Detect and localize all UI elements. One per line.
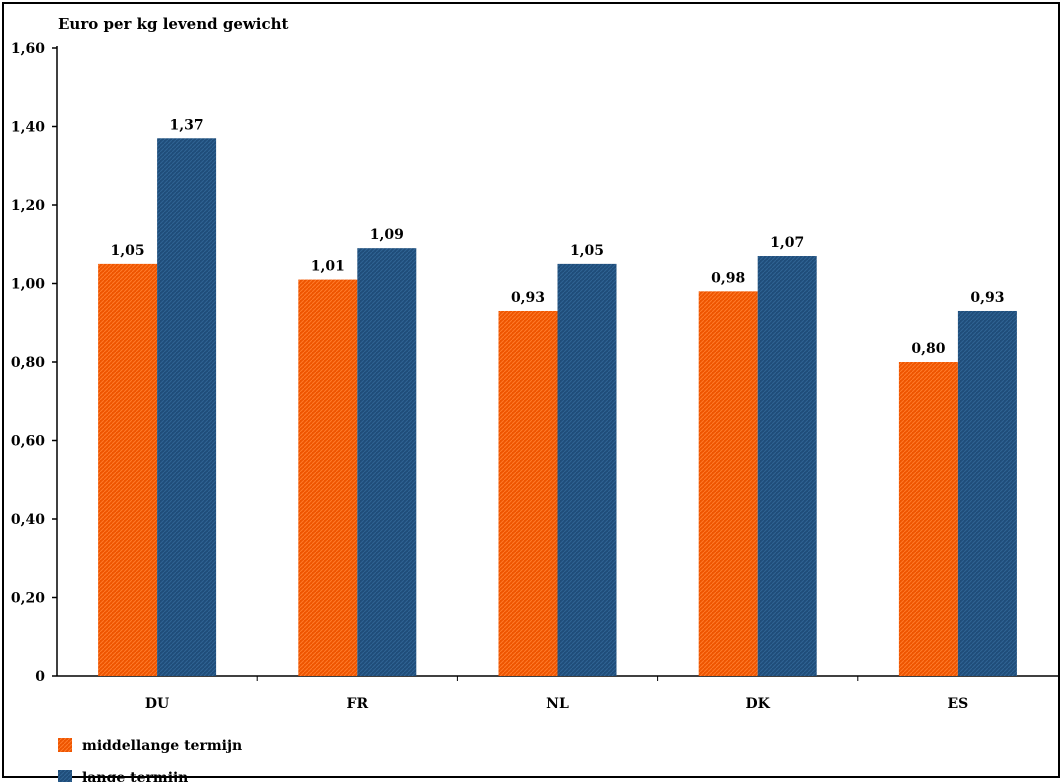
bar-fr-0	[298, 279, 358, 676]
y-tick-label: 1,40	[11, 120, 45, 136]
y-tick-label: 0,60	[11, 434, 45, 450]
x-tick-label: DK	[746, 696, 771, 712]
bar-dk-0	[698, 291, 758, 676]
data-label: 0,80	[911, 341, 945, 357]
x-tick-label: DU	[145, 696, 169, 712]
legend: middellange termijn lange termijn	[58, 738, 242, 782]
data-label: 1,05	[570, 243, 604, 259]
data-label: 1,05	[111, 243, 145, 259]
data-label: 0,93	[970, 290, 1004, 306]
y-tick-label: 1,60	[11, 41, 45, 57]
y-tick-label: 0,80	[11, 355, 45, 371]
bar-es-0	[898, 362, 958, 676]
y-tick-label: 0	[35, 669, 45, 685]
data-label: 1,37	[170, 117, 204, 133]
bar-nl-1	[557, 263, 617, 676]
data-label: 0,93	[511, 290, 545, 306]
y-tick-label: 0,40	[11, 512, 45, 528]
x-tick-label: ES	[948, 696, 969, 712]
bar-nl-0	[498, 310, 558, 676]
data-label: 0,98	[711, 270, 745, 286]
y-tick-label: 0,20	[11, 591, 45, 607]
y-axis-label: Euro per kg levend gewicht	[58, 15, 289, 33]
bar-du-0	[98, 263, 158, 676]
data-label: 1,07	[770, 235, 804, 251]
x-tick-label: NL	[546, 696, 569, 712]
bar-es-1	[957, 310, 1017, 676]
bars: 1,05 1,37 DU 1,01 1,09 FR 0,93 1,05 NL 0,98 1,07 DK…	[98, 117, 1017, 712]
y-tick-label: 1,20	[11, 198, 45, 214]
legend-label: middellange termijn	[82, 738, 242, 754]
data-label: 1,01	[311, 259, 345, 275]
y-tick-label: 1,00	[11, 277, 45, 293]
x-tick-label: FR	[347, 696, 369, 712]
legend-label: lange termijn	[82, 770, 188, 782]
bar-fr-1	[357, 248, 417, 677]
legend-swatch	[58, 770, 72, 782]
bar-du-1	[157, 138, 217, 676]
legend-swatch	[58, 738, 72, 752]
data-label: 1,09	[370, 227, 404, 243]
axes: 0 0,20 0,40 0,60 0,80 1,00 1,20 1,40 1,60	[11, 41, 1058, 685]
bar-dk-1	[757, 256, 817, 676]
